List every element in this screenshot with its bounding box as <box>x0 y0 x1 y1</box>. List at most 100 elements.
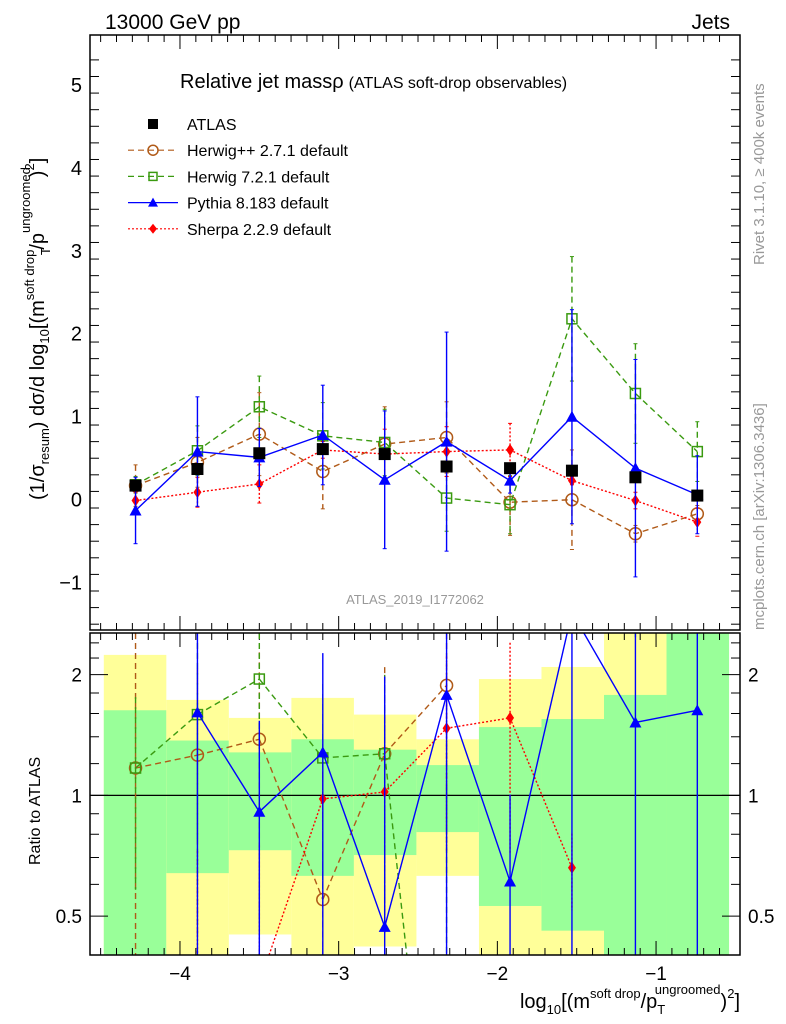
ratio-line-segment-py <box>583 632 637 723</box>
y-tick-label: 0 <box>71 490 82 512</box>
legend-entry-sh: Sherpa 2.2.9 default <box>128 222 332 239</box>
marker-open-square <box>253 673 266 685</box>
xlabel-part: /p <box>641 991 658 1013</box>
marker-open-square <box>148 171 158 182</box>
marker-square <box>253 447 266 460</box>
legend-label: Sherpa 2.2.9 default <box>187 222 332 239</box>
ratio-line-segment-h7 <box>322 753 385 759</box>
xlabel-part: ] <box>734 991 740 1013</box>
ratio-line-segment-h7 <box>135 714 198 769</box>
series-line-sh <box>135 449 698 523</box>
y-axis-label: (1/σresum) dσ/d log10[(msoft drop/pungro… <box>18 158 53 500</box>
marker-triangle <box>629 462 642 474</box>
main-frame <box>89 34 741 631</box>
marker-triangle <box>565 410 578 422</box>
ratio-line-segment-hpp <box>197 738 260 756</box>
ratio-line-segment-py <box>384 694 448 928</box>
ratio-line-segment-sh <box>384 727 448 793</box>
rivet-label: Rivet 3.1.10, ≥ 400k events <box>751 83 768 265</box>
legend-label: Herwig 7.2.1 default <box>187 169 330 186</box>
ratio-line-segment-hpp <box>258 739 324 900</box>
ratio-line-segment-hpp <box>322 753 386 900</box>
inner-band-bin <box>541 719 605 931</box>
ratio-plot: −4 −3 −2 −1 0.5 0.5 1 1 2 2 <box>56 632 774 985</box>
mcplots-label: mcplots.cern.ch [arXiv:1306.3436] <box>751 403 768 630</box>
legend-entry-h7: Herwig 7.2.1 default <box>128 169 330 186</box>
marker-triangle <box>191 706 204 718</box>
legend-entry-py: Pythia 8.183 default <box>128 196 329 213</box>
ratio-tick-label-right: 0.5 <box>748 907 774 928</box>
ratio-line-segment-h7 <box>258 678 324 759</box>
x-tick-label: −1 <box>645 964 667 985</box>
xlabel-part: 10 <box>547 1002 561 1017</box>
ratio-line-segment-hpp <box>135 754 198 769</box>
ratio-tick-label-left: 0.5 <box>56 907 82 928</box>
ratio-line-segment-sh <box>446 717 511 729</box>
marker-square <box>565 464 578 477</box>
ratio-tick-label-right: 1 <box>748 786 759 807</box>
y-tick-label: 1 <box>71 407 82 429</box>
xlabel-part: T <box>657 1002 665 1017</box>
ratio-line-segment-py <box>322 752 386 928</box>
x-tick-label: −2 <box>487 964 509 985</box>
ratio-tick-label-left: 2 <box>71 666 82 687</box>
ratio-line-segment-hpp <box>384 684 448 755</box>
header-left: 13000 GeV pp <box>105 11 240 34</box>
ylabel-part: (1/σ <box>27 464 49 500</box>
ylabel-part: ] <box>27 158 49 164</box>
marker-triangle <box>440 688 453 700</box>
ylabel-part: /p <box>27 233 49 250</box>
marker-triangle <box>191 445 204 457</box>
ylabel-part: soft drop <box>22 250 37 301</box>
ratio-series-py <box>191 632 704 955</box>
title-text: Relative jet massρ <box>180 71 344 93</box>
ratio-line-segment-sh <box>268 798 324 956</box>
marker-triangle <box>316 428 329 440</box>
ratio-frame <box>89 632 741 956</box>
marker-open-circle <box>147 144 159 156</box>
x-tick-label: −4 <box>169 964 191 985</box>
ratio-tick-label-left: 1 <box>71 786 82 807</box>
marker-square <box>440 460 453 473</box>
marker-open-square <box>129 762 142 774</box>
marker-triangle <box>440 435 453 447</box>
y-tick-label: 5 <box>71 75 82 97</box>
ylabel-part: T <box>38 247 53 255</box>
marker-square <box>316 443 329 456</box>
ylabel-part: ungroomed <box>18 167 33 233</box>
marker-triangle <box>316 746 329 758</box>
marker-triangle <box>504 875 517 887</box>
marker-square <box>129 479 142 492</box>
legend-entry-atlas: ATLAS <box>148 117 237 134</box>
series-line-h7 <box>135 317 698 506</box>
legend-label: ATLAS <box>187 117 237 134</box>
xlabel-part: soft drop <box>590 986 641 1001</box>
marker-triangle <box>378 920 391 932</box>
y-tick-label: 2 <box>71 324 82 346</box>
marker-triangle <box>691 704 704 716</box>
ylabel-part: ) <box>27 171 49 178</box>
subtitle-text: (ATLAS soft-drop observables) <box>349 75 567 92</box>
xlabel-part: ) <box>721 991 728 1013</box>
ratio-line-segment-py <box>635 709 698 724</box>
ratio-line-segment-py <box>509 632 568 882</box>
marker-square <box>378 448 391 461</box>
legend-label: Herwig++ 2.7.1 default <box>187 143 349 160</box>
legend: ATLAS Herwig++ 2.7.1 default Herwig 7.2.1 … <box>128 117 349 239</box>
inner-band-bin <box>228 752 292 851</box>
marker-open-square <box>253 401 266 413</box>
ylabel-part: 2 <box>22 163 37 170</box>
main-plot: −1 0 1 2 3 4 5 <box>59 34 741 955</box>
legend-label: Pythia 8.183 default <box>187 196 329 213</box>
marker-diamond <box>149 223 157 234</box>
ylabel-part: resum <box>37 428 52 464</box>
marker-triangle <box>129 504 142 516</box>
header-right: Jets <box>691 11 730 34</box>
series-py <box>129 309 704 578</box>
ylabel-part: 10 <box>37 329 52 343</box>
inner-band-bin <box>416 765 479 833</box>
x-tick-label: −3 <box>328 964 350 985</box>
ylabel-part: [(m <box>27 300 49 329</box>
marker-triangle <box>629 716 642 728</box>
